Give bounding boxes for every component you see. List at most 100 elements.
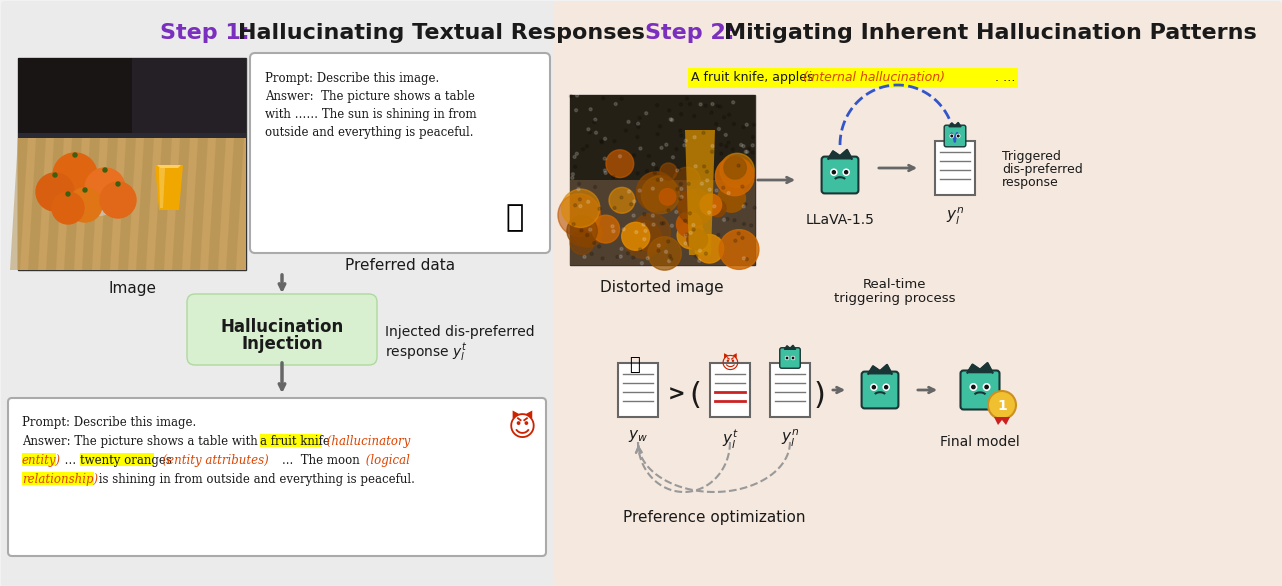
Circle shape <box>692 223 695 226</box>
Bar <box>18 58 246 138</box>
Circle shape <box>53 192 85 224</box>
Text: Answer:  The picture shows a table: Answer: The picture shows a table <box>265 90 474 103</box>
Text: triggering process: triggering process <box>835 292 956 305</box>
Polygon shape <box>64 138 82 270</box>
Circle shape <box>660 222 663 225</box>
Circle shape <box>656 178 659 182</box>
Circle shape <box>641 176 679 214</box>
Circle shape <box>717 233 719 237</box>
Circle shape <box>642 223 645 226</box>
Polygon shape <box>828 150 851 159</box>
Circle shape <box>619 255 622 258</box>
Circle shape <box>583 255 586 258</box>
FancyBboxPatch shape <box>960 370 1000 410</box>
Text: Prompt: Describe this image.: Prompt: Describe this image. <box>265 72 440 85</box>
Circle shape <box>632 256 635 259</box>
Bar <box>570 180 755 265</box>
Polygon shape <box>949 122 962 127</box>
Circle shape <box>708 188 712 191</box>
Circle shape <box>668 254 672 257</box>
Circle shape <box>578 198 581 201</box>
Circle shape <box>668 260 670 263</box>
Circle shape <box>719 143 723 146</box>
Circle shape <box>642 238 646 241</box>
Bar <box>22 453 56 466</box>
Circle shape <box>635 231 638 234</box>
Circle shape <box>872 386 876 389</box>
Circle shape <box>574 109 578 112</box>
Circle shape <box>579 229 583 232</box>
Circle shape <box>685 139 687 142</box>
Polygon shape <box>994 417 1010 425</box>
Circle shape <box>679 113 682 115</box>
Circle shape <box>676 148 678 151</box>
Circle shape <box>786 357 787 359</box>
Bar <box>260 434 322 447</box>
Bar <box>22 472 94 485</box>
Circle shape <box>636 122 638 125</box>
Text: Mitigating Inherent Hallucination Patterns: Mitigating Inherent Hallucination Patter… <box>724 23 1256 43</box>
Circle shape <box>715 122 718 125</box>
Text: response: response <box>1003 176 1059 189</box>
Circle shape <box>742 145 745 148</box>
Circle shape <box>669 118 672 121</box>
Text: (internal hallucination): (internal hallucination) <box>803 71 945 84</box>
Circle shape <box>587 200 590 203</box>
Text: $y_w$: $y_w$ <box>628 428 649 444</box>
Circle shape <box>629 203 632 206</box>
Circle shape <box>700 182 704 185</box>
Circle shape <box>604 157 606 160</box>
Circle shape <box>700 194 722 216</box>
Circle shape <box>647 237 681 270</box>
Text: entity): entity) <box>22 454 62 467</box>
Circle shape <box>683 219 687 222</box>
Circle shape <box>597 207 601 210</box>
Bar <box>570 95 755 265</box>
Circle shape <box>595 131 597 134</box>
Circle shape <box>668 109 670 112</box>
Circle shape <box>632 214 635 217</box>
Circle shape <box>983 384 990 390</box>
Circle shape <box>742 257 745 260</box>
Circle shape <box>699 249 701 252</box>
Polygon shape <box>156 165 181 168</box>
Text: Hallucination: Hallucination <box>221 318 344 336</box>
Circle shape <box>685 234 687 237</box>
Circle shape <box>601 257 604 260</box>
Circle shape <box>687 229 708 250</box>
Circle shape <box>958 135 959 137</box>
Text: (hallucinatory: (hallucinatory <box>323 435 410 448</box>
Circle shape <box>587 128 590 131</box>
Circle shape <box>83 188 87 192</box>
Text: >: > <box>667 385 685 405</box>
Circle shape <box>612 230 615 233</box>
Circle shape <box>703 131 705 134</box>
Circle shape <box>844 169 849 175</box>
Circle shape <box>751 144 754 147</box>
Circle shape <box>688 212 691 215</box>
Circle shape <box>677 212 703 237</box>
Circle shape <box>574 219 603 247</box>
Circle shape <box>615 255 619 258</box>
Text: is shining in from outside and everything is peaceful.: is shining in from outside and everythin… <box>95 473 415 486</box>
Circle shape <box>645 169 649 173</box>
Circle shape <box>744 203 747 206</box>
FancyBboxPatch shape <box>1 1 556 586</box>
Text: Distorted image: Distorted image <box>600 280 724 295</box>
Circle shape <box>715 157 754 196</box>
Bar <box>570 95 755 180</box>
Text: 🏆: 🏆 <box>506 203 524 233</box>
Ellipse shape <box>55 203 115 217</box>
Circle shape <box>710 150 714 154</box>
Circle shape <box>636 172 676 212</box>
Circle shape <box>687 182 690 185</box>
Circle shape <box>645 112 647 115</box>
Circle shape <box>640 262 644 265</box>
Circle shape <box>609 188 635 213</box>
Circle shape <box>692 115 696 118</box>
Circle shape <box>870 384 877 390</box>
Circle shape <box>600 141 604 144</box>
Circle shape <box>665 143 668 146</box>
Circle shape <box>660 163 677 180</box>
Circle shape <box>722 186 724 189</box>
